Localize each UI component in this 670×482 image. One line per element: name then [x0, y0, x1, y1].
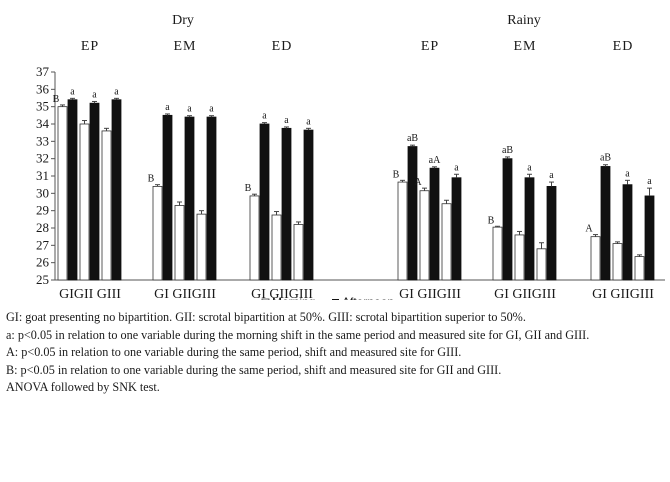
footnote-a: a: p<0.05 in relation to one variable du…	[6, 327, 590, 342]
y-tick-label: 36	[36, 81, 50, 96]
footnote-A: A: p<0.05 in relation to one variable du…	[6, 345, 462, 360]
bar-morning	[293, 224, 304, 281]
sig-label-afternoon: a	[625, 168, 630, 179]
sig-label-afternoon: aA	[429, 155, 441, 166]
y-tick-label: 26	[36, 255, 50, 270]
scrotal-temperature-bar-chart: 25 26 27 28 29 30 31 32 33 34 35 36 37 Dry EP GIGII GII…	[36, 13, 665, 300]
bar-afternoon	[451, 177, 462, 281]
sig-label-afternoon: a	[114, 86, 119, 97]
sig-label-afternoon: a	[454, 162, 459, 173]
sig-label-afternoon: aB	[502, 145, 513, 156]
bar-afternoon	[67, 99, 78, 281]
bar-afternoon	[546, 185, 557, 281]
y-tick-label: 35	[36, 99, 49, 114]
category-labels: GIGII GIII	[59, 287, 121, 300]
sig-label-afternoon: a	[70, 86, 75, 97]
sig-label-afternoon: a	[549, 170, 554, 181]
footnotes: GI: goat presenting no bipartition. GII:…	[6, 310, 666, 398]
sig-label-morning: B	[53, 94, 60, 105]
footnote-test: ANOVA followed by SNK test.	[6, 380, 160, 395]
sig-label-afternoon: a	[284, 115, 289, 126]
sig-label-morning: B	[245, 183, 252, 194]
footnote-B: B: p<0.05 in relation to one variable du…	[6, 362, 502, 377]
bar-morning	[249, 195, 260, 281]
bar-afternoon	[162, 114, 173, 281]
y-tick-label: 28	[36, 220, 49, 235]
y-tick-label: 32	[36, 151, 49, 166]
sig-label-afternoon: aB	[407, 133, 418, 144]
footnote-groups: GI: goat presenting no bipartition. GII:…	[6, 310, 526, 324]
group-label-rainy-ep: EP	[421, 39, 439, 54]
bar-afternoon	[429, 167, 440, 281]
sig-label-morning: A	[414, 177, 422, 188]
season-label-rainy: Rainy	[507, 13, 540, 28]
sig-label-morning: A	[585, 224, 593, 235]
bar-morning	[441, 203, 452, 281]
y-tick-label: 25	[36, 272, 49, 287]
bar-afternoon	[600, 166, 611, 281]
bar-morning	[590, 236, 601, 281]
bar-afternoon	[644, 195, 655, 281]
category-labels: GI GIIGIII	[251, 287, 313, 300]
legend-swatch-afternoon	[332, 299, 339, 300]
bar-morning	[174, 205, 185, 281]
bar-afternoon	[622, 184, 633, 281]
y-tick-label: 37	[36, 64, 50, 79]
category-labels: GI GIIGIII	[494, 287, 556, 300]
sig-label-afternoon: a	[209, 104, 214, 115]
bar-morning	[419, 190, 430, 281]
y-tick-label: 27	[36, 237, 50, 252]
bar-afternoon	[303, 129, 314, 281]
sig-label-afternoon: a	[527, 162, 532, 173]
bar-morning	[612, 243, 623, 281]
category-labels: GI GIIGIII	[154, 287, 216, 300]
sig-label-morning: B	[393, 169, 400, 180]
legend-label-morning: Morning	[272, 295, 315, 300]
group-label-dry-em: EM	[174, 39, 197, 54]
bar-morning	[196, 213, 207, 281]
category-labels: GI GIIGIII	[592, 287, 654, 300]
bar-morning	[492, 226, 503, 281]
bar-morning	[634, 256, 645, 281]
sig-label-afternoon: aB	[600, 153, 611, 164]
legend-swatch-morning	[261, 298, 270, 300]
bar-morning	[271, 214, 282, 281]
sig-label-afternoon: a	[165, 102, 170, 113]
bar-afternoon	[89, 102, 100, 281]
bar-morning	[101, 130, 112, 281]
bar-morning	[152, 185, 163, 281]
legend-label-afternoon: Afternoon	[342, 295, 394, 300]
sig-label-afternoon: a	[647, 176, 652, 187]
group-label-dry-ed: ED	[272, 39, 293, 54]
sig-label-morning: B	[488, 215, 495, 226]
bar-morning	[514, 234, 525, 281]
group-label-dry-ep: EP	[81, 39, 99, 54]
category-labels: GI GIIGIII	[399, 287, 461, 300]
sig-label-afternoon: a	[262, 111, 267, 122]
group-label-rainy-ed: ED	[613, 39, 634, 54]
bar-afternoon	[259, 123, 270, 281]
bar-afternoon	[281, 127, 292, 281]
sig-label-afternoon: a	[306, 116, 311, 127]
y-tick-label: 30	[36, 185, 49, 200]
bar-afternoon	[502, 158, 513, 281]
y-tick-label: 34	[36, 116, 50, 131]
bar-morning	[536, 248, 547, 281]
sig-label-afternoon: a	[187, 104, 192, 115]
season-label-dry: Dry	[172, 13, 194, 28]
sig-label-morning: B	[148, 174, 155, 185]
bar-afternoon	[524, 177, 535, 281]
bar-morning	[79, 123, 90, 281]
sig-label-afternoon: a	[92, 89, 97, 100]
bar-afternoon	[184, 116, 195, 281]
bar-morning	[57, 106, 68, 281]
y-tick-label: 31	[36, 168, 49, 183]
y-tick-label: 29	[36, 203, 49, 218]
bar-afternoon	[111, 99, 122, 281]
bar-afternoon	[407, 146, 418, 281]
bar-morning	[397, 181, 408, 281]
bar-afternoon	[206, 116, 217, 281]
y-tick-label: 33	[36, 133, 49, 148]
group-label-rainy-em: EM	[514, 39, 537, 54]
